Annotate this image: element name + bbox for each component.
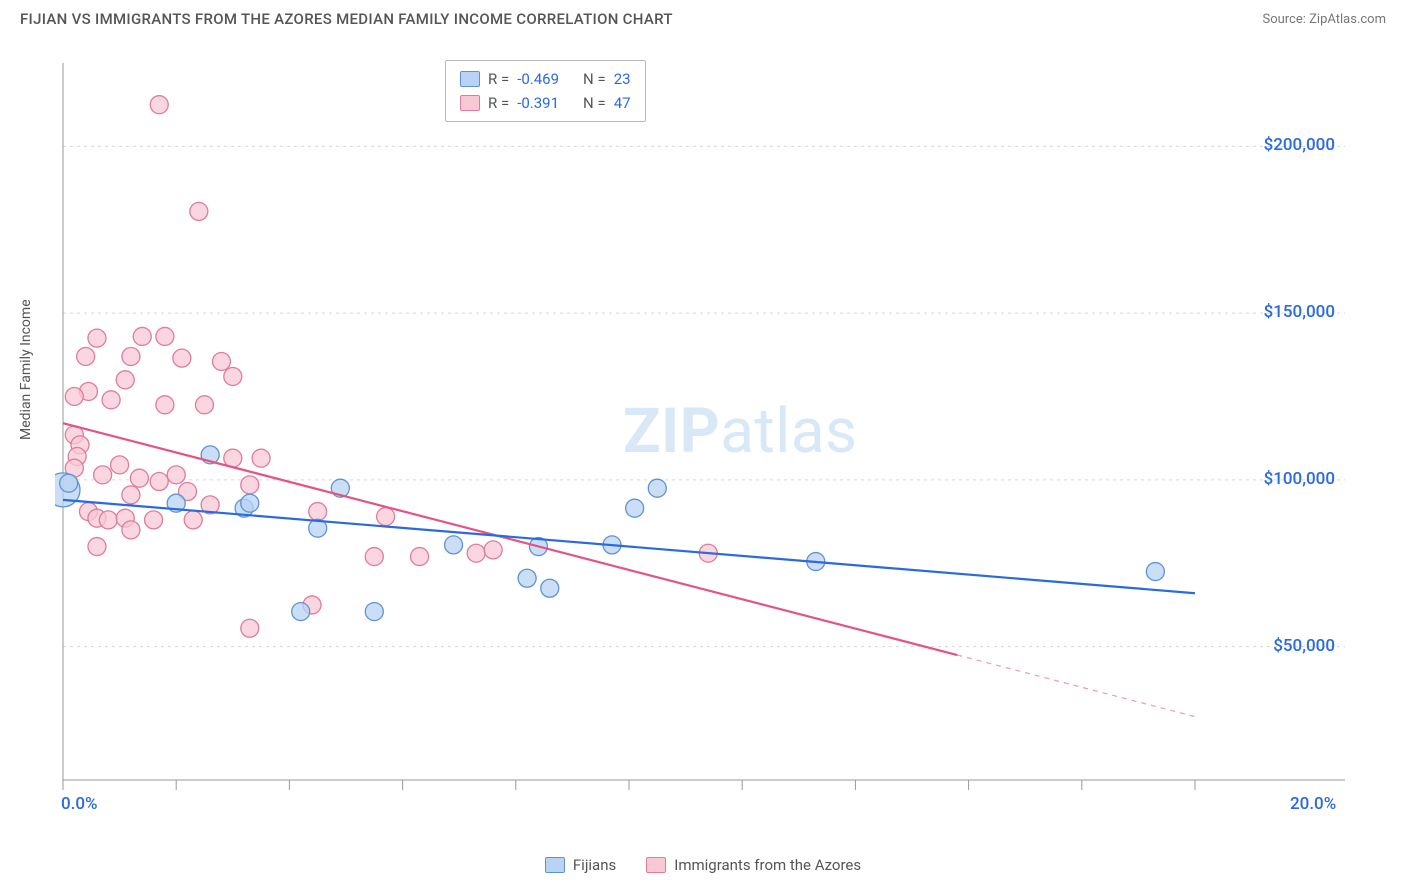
scatter-point [77, 347, 95, 365]
chart-title: FIJIAN VS IMMIGRANTS FROM THE AZORES MED… [20, 10, 673, 28]
scatter-point [184, 511, 202, 529]
scatter-point [1146, 563, 1164, 581]
scatter-point [541, 579, 559, 597]
y-axis-label: Median Family Income [18, 299, 34, 440]
stats-swatch [460, 71, 480, 87]
scatter-point [252, 449, 270, 467]
stats-r-value: -0.391 [517, 91, 559, 115]
scatter-point [190, 202, 208, 220]
legend-swatch [545, 857, 565, 873]
bottom-legend: Fijians Immigrants from the Azores [0, 856, 1406, 874]
scatter-point [150, 96, 168, 114]
scatter-point [241, 476, 259, 494]
stats-row: R = -0.391 N = 47 [460, 91, 631, 115]
y-tick-label: $100,000 [1225, 469, 1335, 489]
scatter-point [467, 544, 485, 562]
scatter-point [365, 548, 383, 566]
y-tick-label: $50,000 [1225, 636, 1335, 656]
x-axis-end-label: 20.0% [1290, 794, 1336, 814]
scatter-point [88, 538, 106, 556]
scatter-point [484, 541, 502, 559]
scatter-point [196, 396, 214, 414]
scatter-point [365, 603, 383, 621]
legend-label: Fijians [573, 856, 616, 874]
scatter-point [102, 391, 120, 409]
scatter-point [150, 473, 168, 491]
stats-r-value: -0.469 [517, 67, 559, 91]
chart-header: FIJIAN VS IMMIGRANTS FROM THE AZORES MED… [0, 0, 1406, 34]
scatter-point [130, 469, 148, 487]
scatter-point [145, 511, 163, 529]
scatter-point [241, 619, 259, 637]
chart-source: Source: ZipAtlas.com [1262, 12, 1386, 27]
scatter-point [122, 486, 140, 504]
legend-item: Fijians [545, 856, 616, 874]
stats-swatch [460, 95, 480, 111]
scatter-point [173, 349, 191, 367]
scatter-point [156, 327, 174, 345]
stats-row: R = -0.469 N = 23 [460, 67, 631, 91]
scatter-point [411, 548, 429, 566]
stats-n-value: 47 [614, 91, 631, 115]
stats-n-value: 23 [614, 67, 631, 91]
x-axis-start-label: 0.0% [61, 794, 98, 814]
scatter-point [60, 474, 78, 492]
scatter-point [156, 396, 174, 414]
scatter-point [94, 466, 112, 484]
scatter-point [133, 327, 151, 345]
scatter-point [648, 479, 666, 497]
legend-item: Immigrants from the Azores [646, 856, 861, 874]
scatter-point [445, 536, 463, 554]
scatter-point [111, 456, 129, 474]
chart-svg [55, 55, 1355, 805]
scatter-point [116, 371, 134, 389]
stats-box: R = -0.469 N = 23 R = -0.391 N = 47 [445, 60, 646, 122]
scatter-point [377, 508, 395, 526]
scatter-point [292, 603, 310, 621]
scatter-point [518, 569, 536, 587]
scatter-point [241, 494, 259, 512]
scatter-point [65, 387, 83, 405]
scatter-point [212, 352, 230, 370]
stats-n-label: N = [583, 67, 606, 91]
stats-r-label: R = [488, 91, 509, 115]
scatter-point [309, 503, 327, 521]
legend-label: Immigrants from the Azores [674, 856, 861, 874]
legend-swatch [646, 857, 666, 873]
stats-r-label: R = [488, 67, 509, 91]
scatter-point [626, 499, 644, 517]
chart-area [55, 55, 1355, 805]
y-tick-label: $200,000 [1225, 135, 1335, 155]
y-tick-label: $150,000 [1225, 302, 1335, 322]
scatter-point [224, 367, 242, 385]
scatter-point [122, 521, 140, 539]
scatter-point [88, 329, 106, 347]
scatter-point [167, 466, 185, 484]
stats-n-label: N = [583, 91, 606, 115]
scatter-point [99, 511, 117, 529]
scatter-point [122, 347, 140, 365]
